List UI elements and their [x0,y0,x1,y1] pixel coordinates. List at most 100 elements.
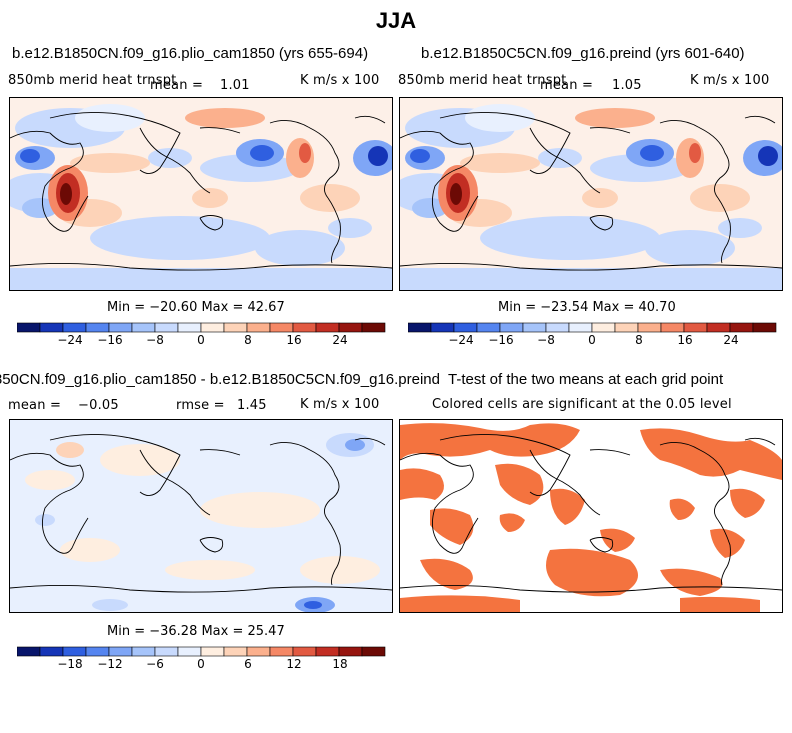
colorbar-cell [200,322,225,333]
colorbar-cell [108,646,133,657]
colorbar-tick: 16 [286,333,301,347]
colorbar-cell [292,322,317,333]
colorbar-cell [338,322,363,333]
colorbar-cell [154,322,179,333]
map-svg-top-left [10,98,392,290]
colorbar-cell [637,322,662,333]
map-svg-bottom-right [400,420,782,612]
mean-value-top-left: 1.01 [220,78,250,93]
variable-label-top-left: 850mb merid heat trnspt [8,73,177,88]
colorbar-cell [62,646,87,657]
colorbar-tick: 16 [677,333,692,347]
colorbar-cell [614,322,639,333]
mean-label-bottom-left: mean = [8,398,62,413]
map-top-right [399,97,783,291]
colorbar-cell [39,322,64,333]
colorbar-tick: −16 [97,333,122,347]
rmse-label-bottom-left: rmse = [176,398,225,413]
colorbar-cell [706,322,731,333]
colorbar-cell [131,646,156,657]
colorbar-cell [85,322,110,333]
colorbar-cell [177,322,202,333]
colorbar-cell [752,322,777,333]
colorbar-tick: 0 [197,333,205,347]
colorbar-cell [361,646,386,657]
colorbar-cell [200,646,225,657]
colorbar-tick: −8 [146,333,164,347]
units-label-top-left: K m/s x 100 [300,73,380,88]
colorbar-tick: 12 [286,657,301,671]
colorbar-cell [246,646,271,657]
mean-value-bottom-left: −0.05 [78,398,119,413]
minmax-bottom-left: Min = −36.28 Max = 25.47 [107,624,285,639]
panel-title-bottom-left: b.e12.B1850CN.f09_g16.plio_cam1850 - b.e… [0,371,440,388]
colorbar-cell [108,322,133,333]
units-label-top-right: K m/s x 100 [690,73,770,88]
colorbar-cell [223,646,248,657]
minmax-top-left: Min = −20.60 Max = 42.67 [107,300,285,315]
map-bottom-left [9,419,393,613]
variable-label-top-right: 850mb merid heat trnspt [398,73,567,88]
colorbar-cell [315,322,340,333]
colorbar-tick: 8 [244,333,252,347]
colorbar-top-left: −24 −16 −8 0 8 16 24 [17,322,386,347]
colorbar-cell [591,322,616,333]
colorbar-cell [246,322,271,333]
colorbar-cell [154,646,179,657]
panel-title-top-left: b.e12.B1850CN.f09_g16.plio_cam1850 (yrs … [12,45,369,62]
colorbar-tick: 24 [723,333,738,347]
colorbar-bottom: −18 −12 −6 0 6 12 18 [17,646,386,671]
colorbar-cell [131,322,156,333]
panel-title-bottom-left-clip: b.e12.B1850CN.f09_g16.plio_cam1850 - b.e… [0,368,440,390]
colorbar-tick: −8 [537,333,555,347]
panel-title-top-right: b.e12.B1850C5CN.f09_g16.preind (yrs 601-… [421,45,745,62]
colorbar-cell [729,322,754,333]
colorbar-tick: −12 [97,657,122,671]
colorbar-cell [223,322,248,333]
minmax-top-right: Min = −23.54 Max = 40.70 [498,300,676,315]
colorbar-cell [545,322,570,333]
colorbar-cell [315,646,340,657]
colorbar-cell [269,646,294,657]
colorbar-tick: −16 [488,333,513,347]
colorbar-tick: −18 [57,657,82,671]
colorbar-tick: 0 [588,333,596,347]
colorbar-tick: 6 [244,657,252,671]
map-svg-top-right [400,98,782,290]
colorbar-tick: −24 [57,333,82,347]
colorbar-cell [39,646,64,657]
colorbar-cell [430,322,455,333]
mean-value-top-right: 1.05 [612,78,642,93]
colorbar-cell [85,646,110,657]
colorbar-cell [568,322,593,333]
colorbar-tick: 0 [197,657,205,671]
figure-title: JJA [375,8,417,33]
colorbar-top-right: −24 −16 −8 0 8 16 24 [408,322,777,347]
colorbar-cell [17,322,41,333]
mean-label-top-right: mean = [540,78,594,93]
colorbar-cell [683,322,708,333]
colorbar-cell [408,322,432,333]
colorbar-cell [177,646,202,657]
colorbar-tick: 8 [635,333,643,347]
map-svg-bottom-left [10,420,392,612]
colorbar-cell [476,322,501,333]
colorbar-cell [62,322,87,333]
colorbar-cell [453,322,478,333]
panel-title-bottom-right: T-test of the two means at each grid poi… [448,371,724,388]
mean-label-top-left: mean = [150,78,204,93]
colorbar-cell [269,322,294,333]
rmse-value-bottom-left: 1.45 [237,398,267,413]
colorbar-tick: 18 [332,657,347,671]
colorbar-cell [361,322,386,333]
colorbar-cell [522,322,547,333]
colorbar-tick: 24 [332,333,347,347]
panel-subtitle-bottom-right: Colored cells are significant at the 0.0… [432,397,732,412]
units-label-bottom-left: K m/s x 100 [300,397,380,412]
colorbar-cell [292,646,317,657]
colorbar-cell [499,322,524,333]
colorbar-cell [660,322,685,333]
colorbar-tick: −24 [448,333,473,347]
map-bottom-right [399,419,783,613]
colorbar-cell [338,646,363,657]
